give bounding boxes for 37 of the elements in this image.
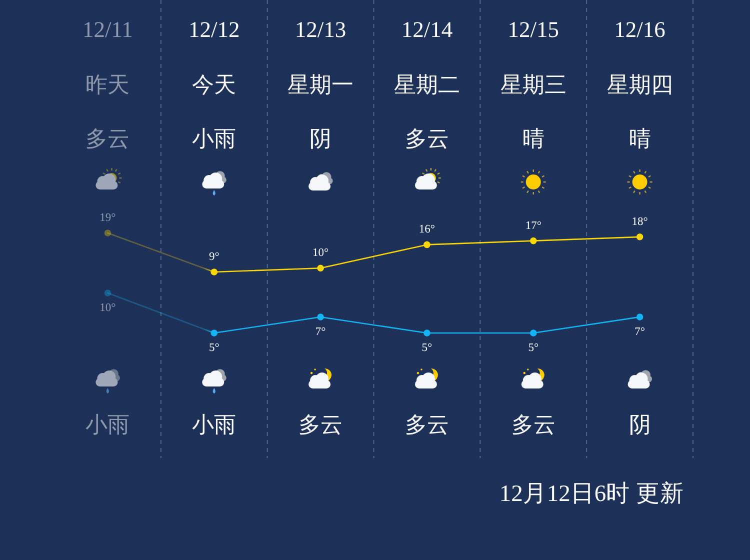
data-label: 7° <box>634 326 645 338</box>
data-label: 7° <box>315 326 326 338</box>
x-tick-label: 12/11 <box>82 16 133 42</box>
data-label: 10° <box>312 247 329 260</box>
data-label: 5° <box>422 342 432 354</box>
data-label: 10° <box>100 302 116 314</box>
annotation: 昨天 <box>86 72 130 96</box>
data-label: 18° <box>632 216 648 228</box>
annotation: 多云 <box>86 126 130 150</box>
annotation: 星期三 <box>500 72 566 96</box>
annotation: 星期一 <box>288 72 354 96</box>
annotation: 阴 <box>628 412 651 436</box>
annotation: 多云 <box>404 126 449 150</box>
annotation: 多云 <box>298 412 343 436</box>
annotation: 星期四 <box>606 72 673 96</box>
x-tick-label: 12/15 <box>508 16 559 42</box>
annotation: 今天 <box>192 72 236 96</box>
annotation: 星期二 <box>394 72 460 96</box>
annotation: 小雨 <box>192 412 236 436</box>
annotation: 晴 <box>522 126 544 150</box>
x-tick-label: 12/16 <box>614 16 666 42</box>
data-label: 9° <box>208 251 220 263</box>
annotation: 多云 <box>404 412 449 436</box>
data-label: 5° <box>528 342 539 354</box>
data-label: 5° <box>208 342 220 354</box>
annotation: 小雨 <box>86 412 130 436</box>
data-label: 16° <box>418 224 436 236</box>
annotation: 晴 <box>628 126 651 150</box>
annotation: 阴 <box>310 126 332 150</box>
data-label: 17° <box>525 220 542 232</box>
data-label: 19° <box>100 212 116 224</box>
annotation: 12月12日6时 更新 <box>499 481 684 507</box>
x-tick-label: 12/13 <box>294 16 346 42</box>
annotation: 小雨 <box>192 126 236 150</box>
x-tick-label: 12/12 <box>188 16 240 42</box>
x-tick-label: 12/14 <box>401 16 453 42</box>
annotation: 多云 <box>511 412 556 436</box>
